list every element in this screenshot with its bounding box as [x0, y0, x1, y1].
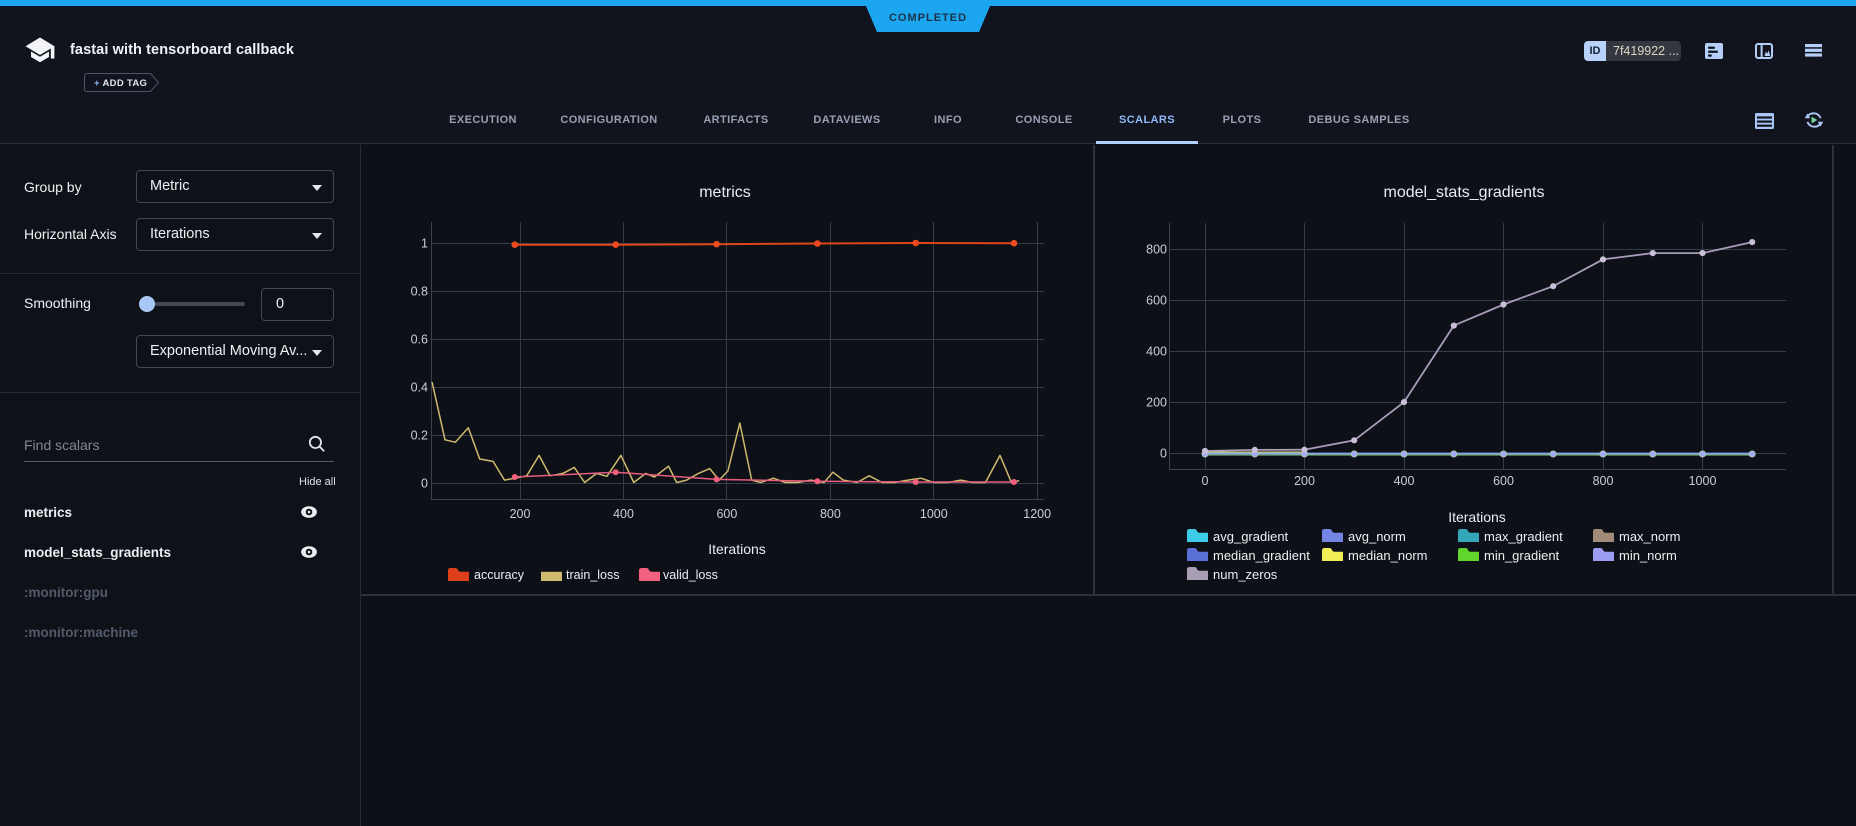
svg-text:median_gradient: median_gradient [1213, 548, 1310, 563]
svg-text:accuracy: accuracy [474, 568, 525, 582]
svg-text:800: 800 [1146, 243, 1167, 257]
svg-text:num_zeros: num_zeros [1213, 567, 1278, 582]
svg-text:800: 800 [820, 507, 841, 521]
svg-text:0: 0 [1202, 474, 1209, 488]
svg-text:1000: 1000 [1689, 474, 1717, 488]
svg-text:avg_gradient: avg_gradient [1213, 529, 1289, 544]
svg-text:1: 1 [421, 237, 428, 251]
svg-text:200: 200 [1146, 396, 1167, 410]
svg-text:avg_norm: avg_norm [1348, 529, 1406, 544]
svg-text:1200: 1200 [1023, 507, 1051, 521]
svg-text:ADD TAG: ADD TAG [103, 78, 148, 89]
svg-text:Iterations: Iterations [708, 541, 766, 557]
svg-text:model_stats_gradients: model_stats_gradients [1384, 184, 1545, 201]
svg-text:0: 0 [421, 477, 428, 491]
svg-text:400: 400 [1394, 474, 1415, 488]
svg-text:0: 0 [1160, 447, 1167, 461]
svg-text:Iterations: Iterations [1448, 509, 1506, 525]
svg-text:400: 400 [613, 507, 634, 521]
svg-text:metrics: metrics [699, 184, 751, 201]
svg-text:valid_loss: valid_loss [663, 568, 718, 582]
svg-text:200: 200 [510, 507, 531, 521]
svg-text:train_loss: train_loss [566, 568, 620, 582]
svg-text:max_norm: max_norm [1619, 529, 1680, 544]
svg-text:800: 800 [1593, 474, 1614, 488]
svg-text:median_norm: median_norm [1348, 548, 1428, 563]
svg-text:0.6: 0.6 [411, 333, 428, 347]
svg-text:1000: 1000 [920, 507, 948, 521]
svg-text:0.2: 0.2 [411, 429, 428, 443]
svg-text:400: 400 [1146, 345, 1167, 359]
svg-text:min_norm: min_norm [1619, 548, 1677, 563]
svg-text:200: 200 [1294, 474, 1315, 488]
svg-text:+: + [94, 78, 100, 89]
svg-text:min_gradient: min_gradient [1484, 548, 1560, 563]
svg-text:600: 600 [1146, 294, 1167, 308]
svg-text:max_gradient: max_gradient [1484, 529, 1563, 544]
svg-text:0.8: 0.8 [411, 285, 428, 299]
svg-text:600: 600 [716, 507, 737, 521]
svg-text:0.4: 0.4 [411, 381, 428, 395]
svg-text:600: 600 [1493, 474, 1514, 488]
